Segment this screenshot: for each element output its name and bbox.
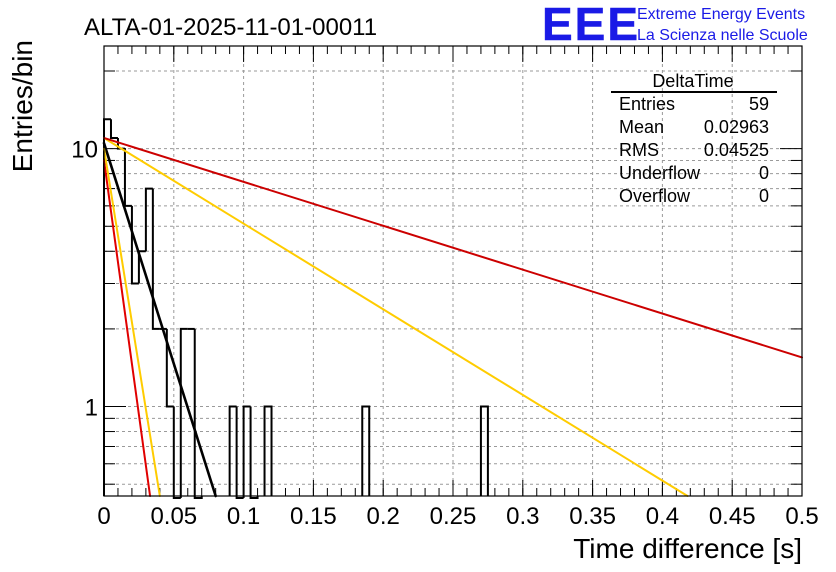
stats-title: DeltaTime bbox=[652, 71, 733, 91]
eee-logo: EEE Extreme Energy Events La Scienza nel… bbox=[542, 0, 808, 50]
x-tick-label: 0 bbox=[97, 503, 110, 530]
stats-label-rms: RMS bbox=[619, 140, 659, 160]
histogram-bin bbox=[361, 405, 371, 496]
x-tick-label: 0.4 bbox=[646, 503, 679, 530]
logo-letters: EEE bbox=[542, 0, 640, 50]
grid bbox=[104, 46, 802, 496]
y-axis-label: Entries/bin bbox=[7, 40, 38, 172]
x-tick-label: 0.15 bbox=[290, 503, 337, 530]
histogram-bin bbox=[235, 406, 244, 499]
yellow-shallow-fit bbox=[103, 136, 689, 497]
x-tick-label: 0.2 bbox=[367, 503, 400, 530]
histogram-bin bbox=[123, 148, 132, 207]
histogram-bin bbox=[179, 327, 188, 498]
stats-value-underflow: 0 bbox=[759, 163, 769, 183]
chart-title: ALTA-01-2025-11-01-00011 bbox=[84, 14, 377, 41]
fit-lines bbox=[102, 136, 803, 498]
y-tick-label: 10 bbox=[71, 137, 98, 164]
histogram-bin bbox=[144, 187, 153, 252]
x-tick-label: 0.45 bbox=[709, 503, 756, 530]
red-steep-fit bbox=[103, 159, 152, 497]
stats-label-mean: Mean bbox=[619, 117, 664, 137]
x-tick-label: 0.05 bbox=[150, 503, 197, 530]
x-axis-label: Time difference [s] bbox=[573, 533, 802, 564]
histogram-bin bbox=[263, 405, 273, 496]
black-fit bbox=[102, 141, 217, 498]
plot-frame bbox=[103, 45, 803, 497]
logo-line2: La Scienza nelle Scuole bbox=[637, 27, 808, 44]
stats-label-entries: Entries bbox=[619, 94, 675, 114]
axis-ticks bbox=[103, 46, 803, 496]
histogram-bin bbox=[165, 328, 174, 408]
histogram bbox=[103, 118, 489, 499]
tick-labels: 0 0.05 0.1 0.15 0.2 0.25 0.3 0.35 0.4 0.45 0.5 1 10 bbox=[71, 137, 818, 530]
stats-value-entries: 59 bbox=[749, 94, 769, 114]
histogram-bin bbox=[242, 405, 251, 498]
stats-label-underflow: Underflow bbox=[619, 163, 701, 183]
stats-value-mean: 0.02963 bbox=[704, 117, 769, 137]
x-tick-label: 0.25 bbox=[430, 503, 477, 530]
stats-value-overflow: 0 bbox=[759, 186, 769, 206]
histogram-bin bbox=[193, 328, 203, 499]
red-shallow-fit bbox=[103, 136, 803, 359]
histogram-bin bbox=[172, 406, 181, 499]
histogram-bin bbox=[228, 405, 237, 496]
x-tick-label: 0.35 bbox=[569, 503, 616, 530]
stats-value-rms: 0.04525 bbox=[704, 140, 769, 160]
x-tick-label: 0.1 bbox=[227, 503, 260, 530]
histogram-bin bbox=[249, 406, 259, 499]
histogram-bin bbox=[109, 119, 118, 139]
stats-box: DeltaTime Entries 59 Mean 0.02963 RMS 0.… bbox=[611, 71, 777, 206]
histogram-bin bbox=[151, 188, 160, 330]
stats-label-overflow: Overflow bbox=[619, 186, 691, 206]
histogram-bin bbox=[479, 405, 489, 496]
x-tick-label: 0.5 bbox=[785, 503, 818, 530]
logo-line1: Extreme Energy Events bbox=[637, 6, 805, 23]
y-tick-label: 1 bbox=[85, 395, 98, 422]
x-tick-label: 0.3 bbox=[506, 503, 539, 530]
yellow-steep-fit bbox=[103, 147, 161, 497]
